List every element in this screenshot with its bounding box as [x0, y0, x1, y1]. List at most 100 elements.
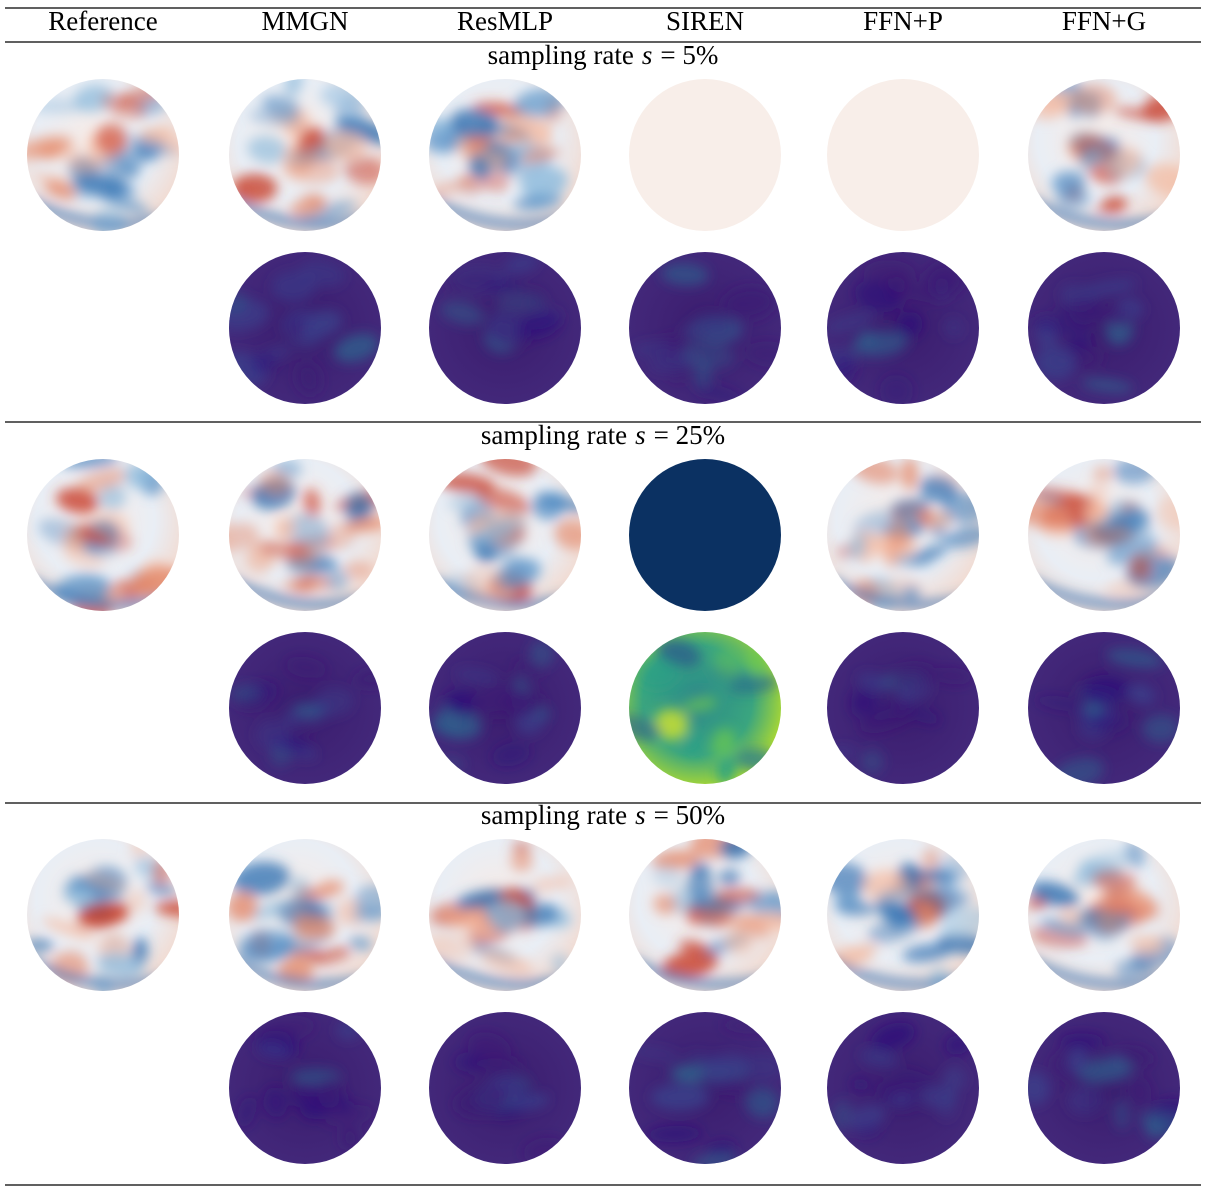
blob [1145, 1118, 1165, 1138]
blob [232, 173, 278, 203]
blob [429, 176, 479, 197]
blob [237, 1095, 257, 1128]
label-part: sampling rate [488, 40, 634, 70]
blob [1108, 147, 1142, 177]
blob [867, 912, 925, 944]
blob [230, 684, 262, 702]
blob [73, 173, 129, 199]
globe-err [429, 252, 581, 404]
blob [282, 577, 321, 593]
blob [56, 488, 100, 514]
blob [856, 672, 892, 693]
texture [229, 260, 379, 395]
blob [30, 98, 87, 114]
texture [629, 638, 781, 784]
blob [653, 894, 677, 915]
label-part: s [635, 420, 646, 450]
blob [646, 1125, 703, 1142]
blob [860, 707, 911, 733]
blob [519, 166, 568, 199]
blob [98, 484, 127, 510]
blob [691, 1153, 738, 1164]
column-header: SIREN [666, 6, 744, 36]
blob [849, 534, 867, 559]
blob [1087, 482, 1109, 501]
blob [1094, 198, 1130, 214]
blob [462, 566, 504, 593]
blob [1029, 881, 1080, 908]
blob [44, 181, 78, 200]
blob [1034, 695, 1088, 712]
blob [1051, 171, 1086, 195]
globe-err [429, 632, 581, 784]
blob [259, 470, 291, 496]
blob [478, 459, 537, 477]
blob [1067, 1047, 1087, 1073]
blob [284, 79, 303, 97]
blob [1142, 714, 1180, 743]
globe-err [629, 252, 781, 404]
blob [717, 754, 735, 784]
texture [827, 259, 965, 404]
blob [725, 928, 754, 955]
blob [942, 526, 979, 549]
blob [529, 640, 554, 667]
blob [497, 128, 527, 143]
blob [629, 1046, 683, 1061]
texture [237, 1015, 374, 1151]
blob [682, 696, 718, 713]
blob [454, 1052, 487, 1073]
blob [1091, 897, 1151, 909]
blob [454, 668, 499, 684]
globe-field [27, 839, 179, 991]
blob [940, 907, 979, 940]
blob [919, 475, 959, 503]
blob [73, 468, 128, 494]
blob [922, 847, 940, 870]
label-part: sampling rate [481, 420, 627, 450]
blob [344, 561, 374, 579]
label-part: = 25% [654, 420, 725, 450]
texture [429, 841, 581, 990]
blob [250, 352, 279, 374]
blob [876, 885, 931, 903]
blob [345, 517, 381, 531]
globe-field [429, 459, 581, 611]
globe-field [1028, 79, 1180, 231]
blob [433, 709, 482, 740]
blob [292, 330, 325, 350]
blob [296, 361, 321, 395]
blob [858, 1049, 899, 1068]
blob [95, 123, 128, 155]
blob [1028, 500, 1069, 529]
globe-err [827, 1012, 979, 1164]
blob [858, 331, 876, 347]
globe-err [229, 632, 381, 784]
blob [476, 486, 531, 515]
blob [1031, 318, 1068, 335]
blob [229, 298, 270, 331]
blob [711, 728, 737, 762]
blob [493, 558, 541, 590]
blob [123, 134, 178, 155]
globe-field [229, 79, 381, 231]
blob [896, 311, 923, 338]
blob [1059, 1033, 1106, 1050]
blob [854, 280, 900, 313]
blob [722, 287, 775, 320]
blob [546, 491, 565, 506]
blob [683, 731, 702, 756]
blob [827, 311, 876, 333]
blob [284, 513, 331, 549]
blob [942, 1066, 966, 1091]
blob [336, 1100, 355, 1112]
section-label: sampling rate s = 50% [481, 800, 725, 830]
blob [343, 156, 381, 185]
blob [470, 681, 522, 716]
blob [1034, 346, 1076, 380]
blob [520, 903, 560, 928]
blob [504, 253, 539, 274]
blob [41, 918, 95, 939]
blob [520, 147, 561, 163]
